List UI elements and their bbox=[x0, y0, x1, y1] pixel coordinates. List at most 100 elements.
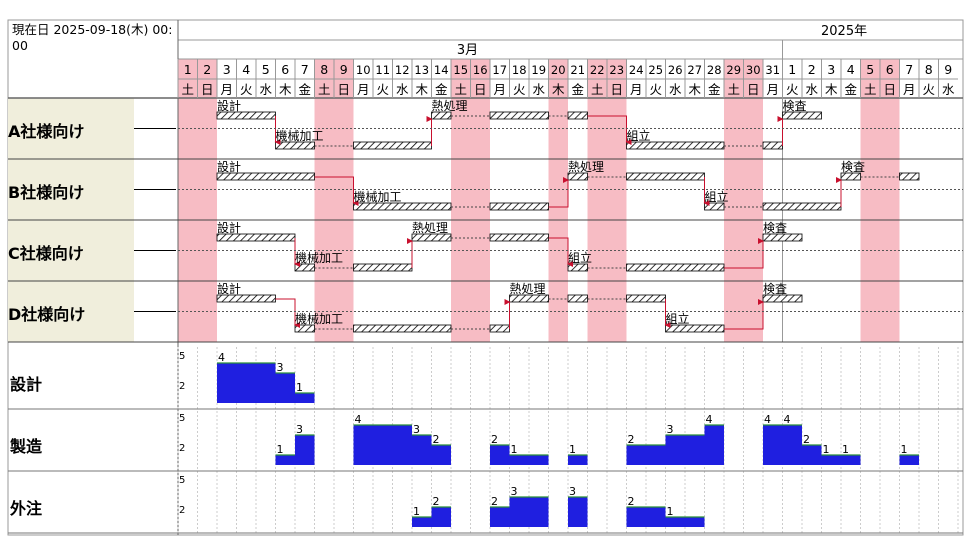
holiday-column bbox=[334, 59, 354, 342]
order-label: C社様向け bbox=[8, 244, 84, 263]
current-date-label: 現在日 2025-09-18(木) 00:00 bbox=[12, 22, 173, 53]
task-label: 設計 bbox=[217, 98, 241, 113]
task-bar-segment[interactable] bbox=[216, 172, 315, 181]
task-bar-segment[interactable] bbox=[567, 294, 588, 303]
load-bar bbox=[217, 363, 276, 403]
task-bar-segment[interactable] bbox=[567, 263, 588, 272]
load-value-label: 4 bbox=[764, 413, 771, 426]
task-bar-segment[interactable] bbox=[509, 294, 549, 303]
load-value-label: 1 bbox=[296, 381, 303, 394]
weekday-label: 水 bbox=[942, 82, 955, 97]
task-label: 機械加工 bbox=[354, 189, 402, 204]
weekday-label: 日 bbox=[610, 82, 623, 97]
task-bar-segment[interactable] bbox=[489, 324, 510, 333]
task-bar-segment[interactable] bbox=[567, 172, 588, 181]
day-number: 27 bbox=[687, 63, 702, 77]
day-number: 7 bbox=[905, 62, 913, 77]
task-bar-segment[interactable] bbox=[489, 233, 549, 242]
task-bar-segment[interactable] bbox=[840, 172, 861, 181]
weekday-label: 土 bbox=[454, 82, 467, 97]
weekday-label: 土 bbox=[181, 82, 194, 97]
task-bar-segment[interactable] bbox=[216, 233, 296, 242]
load-bar bbox=[275, 455, 295, 465]
holiday-column bbox=[548, 59, 568, 342]
load-value-label: 2 bbox=[628, 433, 635, 446]
day-number: 3 bbox=[827, 62, 835, 77]
task-bar-segment[interactable] bbox=[626, 294, 666, 303]
weekday-label: 日 bbox=[201, 82, 214, 97]
task-bar-segment[interactable] bbox=[411, 233, 452, 242]
task-bar-segment[interactable] bbox=[626, 172, 705, 181]
task-bar-segment[interactable] bbox=[353, 141, 432, 150]
load-value-label: 1 bbox=[569, 443, 576, 456]
task-label: 機械加工 bbox=[276, 128, 324, 143]
task-bar-segment[interactable] bbox=[762, 294, 803, 303]
task-bar-segment[interactable] bbox=[762, 202, 842, 211]
day-number: 3 bbox=[223, 62, 231, 77]
task-bar-segment[interactable] bbox=[353, 202, 452, 211]
day-number: 2 bbox=[808, 62, 816, 77]
order-label-cell bbox=[8, 281, 134, 342]
weekday-label: 金 bbox=[298, 82, 311, 97]
dependency-link bbox=[548, 237, 573, 267]
order-label-cell bbox=[8, 98, 134, 159]
task-bar-segment[interactable] bbox=[489, 111, 549, 120]
weekday-label: 土 bbox=[318, 82, 331, 97]
load-value-label: 1 bbox=[901, 443, 908, 456]
weekday-label: 土 bbox=[591, 82, 604, 97]
task-bar-segment[interactable] bbox=[353, 324, 452, 333]
task-bar-segment[interactable] bbox=[782, 111, 822, 120]
task-bar-segment[interactable] bbox=[294, 263, 315, 272]
load-value-label: 2 bbox=[628, 495, 635, 508]
load-tick-label: 2 bbox=[179, 443, 185, 454]
task-bar-segment[interactable] bbox=[626, 263, 725, 272]
task-label: 検査 bbox=[763, 282, 787, 296]
task-bar-segment[interactable] bbox=[353, 263, 413, 272]
day-number: 4 bbox=[242, 62, 250, 77]
task-bar-segment[interactable] bbox=[899, 172, 920, 181]
load-bar bbox=[490, 445, 510, 465]
task-label: 設計 bbox=[217, 220, 241, 235]
day-number: 29 bbox=[726, 63, 741, 77]
resource-label: 製造 bbox=[10, 437, 43, 456]
weekday-label: 火 bbox=[376, 82, 389, 97]
weekday-label: 金 bbox=[435, 82, 448, 97]
task-bar-segment[interactable] bbox=[626, 141, 725, 150]
task-bar-segment[interactable] bbox=[216, 111, 276, 120]
dependency-link bbox=[314, 176, 359, 206]
task-bar-segment[interactable] bbox=[567, 111, 588, 120]
load-value-label: 3 bbox=[569, 485, 576, 498]
load-bar bbox=[782, 425, 802, 465]
load-value-label: 2 bbox=[491, 495, 498, 508]
task-label: 機械加工 bbox=[295, 250, 343, 265]
task-bar-segment[interactable] bbox=[665, 324, 725, 333]
task-bar-segment[interactable] bbox=[704, 202, 725, 211]
order-label: A社様向け bbox=[8, 122, 85, 141]
load-value-label: 1 bbox=[413, 505, 420, 518]
day-number: 10 bbox=[356, 63, 371, 77]
task-bar-segment[interactable] bbox=[762, 233, 803, 242]
day-number: 26 bbox=[668, 63, 683, 77]
load-bar bbox=[841, 455, 861, 465]
task-bar-segment[interactable] bbox=[275, 141, 315, 150]
day-number: 15 bbox=[453, 63, 468, 77]
day-number: 13 bbox=[414, 63, 429, 77]
load-bar bbox=[431, 507, 451, 527]
weekday-label: 水 bbox=[805, 82, 818, 97]
task-bar-segment[interactable] bbox=[489, 202, 549, 211]
day-number: 17 bbox=[492, 63, 507, 77]
task-bar-segment[interactable] bbox=[431, 111, 452, 120]
load-bar bbox=[899, 455, 919, 465]
load-value-label: 3 bbox=[413, 423, 420, 436]
load-bar bbox=[490, 507, 510, 527]
load-tick-label: 5 bbox=[179, 475, 185, 486]
weekday-label: 水 bbox=[259, 82, 272, 97]
weekday-label: 水 bbox=[532, 82, 545, 97]
load-value-label: 4 bbox=[706, 413, 713, 426]
load-bar bbox=[802, 445, 822, 465]
task-bar-segment[interactable] bbox=[216, 294, 276, 303]
load-value-label: 4 bbox=[218, 351, 225, 364]
task-bar-segment[interactable] bbox=[762, 141, 783, 150]
task-bar-segment[interactable] bbox=[294, 324, 315, 333]
